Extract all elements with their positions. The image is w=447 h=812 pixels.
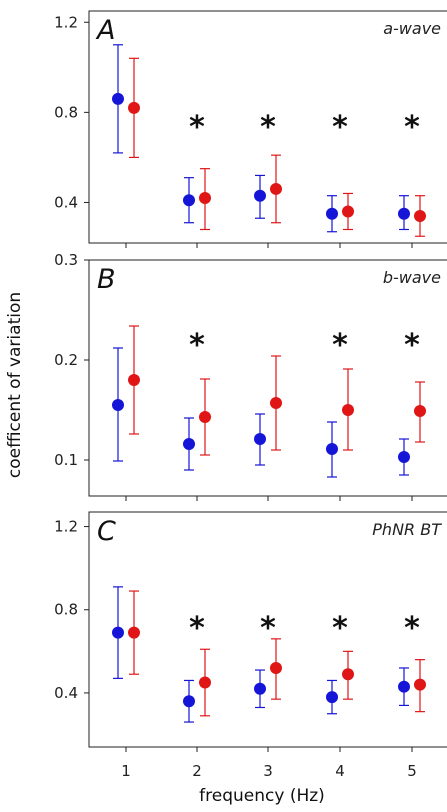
data-point-red: [270, 182, 282, 195]
data-point-red: [342, 404, 354, 416]
panel-b: 0.1 0.2 0.3 B b-wave * * *: [54, 251, 447, 501]
y-tick-label: 0.8: [54, 103, 78, 121]
y-tick-label: 0.3: [54, 251, 78, 269]
data-point-red: [128, 626, 140, 639]
panel-letter: A: [95, 15, 115, 46]
data-point-blue: [398, 451, 410, 463]
data-point-blue: [183, 695, 195, 708]
x-tick-label: 4: [335, 762, 345, 780]
data-point-blue: [183, 438, 195, 450]
data-point-red: [270, 661, 282, 674]
data-point-red: [342, 668, 354, 681]
panel-title: a-wave: [383, 19, 441, 38]
data-point-blue: [398, 207, 410, 220]
significance-star: *: [404, 328, 420, 363]
y-tick-label: 0.8: [54, 601, 78, 619]
significance-star: *: [189, 110, 205, 145]
significance-star: *: [404, 611, 420, 646]
data-point-blue: [112, 626, 124, 639]
significance-star: *: [404, 110, 420, 145]
data-point-red: [128, 101, 140, 114]
data-point-blue: [254, 189, 266, 202]
significance-star: *: [332, 611, 348, 646]
y-axis-title: coefficent of variation: [5, 292, 25, 478]
data-point-red: [199, 411, 211, 423]
data-point-red: [414, 209, 426, 222]
data-point-red: [414, 678, 426, 691]
data-point-blue: [326, 691, 338, 704]
x-tick-label: 3: [263, 762, 273, 780]
data-point-blue: [326, 443, 338, 455]
y-tick-label: 0.1: [54, 451, 78, 469]
significance-star: *: [260, 611, 276, 646]
significance-star: *: [189, 611, 205, 646]
significance-star: *: [260, 110, 276, 145]
significance-star: *: [332, 110, 348, 145]
x-tick-label: 1: [121, 762, 131, 780]
y-tick-label: 1.2: [54, 13, 78, 31]
data-point-blue: [326, 207, 338, 220]
data-point-red: [342, 205, 354, 218]
data-point-blue: [112, 92, 124, 105]
data-point-blue: [254, 433, 266, 445]
data-point-blue: [183, 194, 195, 207]
panel-c: 0.4 0.8 1.2 C PhNR BT * * * *: [54, 511, 447, 752]
y-tick-label: 0.4: [54, 193, 78, 211]
panel-frame: [88, 10, 447, 244]
panel-letter: C: [97, 516, 116, 547]
y-tick-label: 0.4: [54, 684, 78, 702]
y-tick-label: 1.2: [54, 518, 78, 536]
data-point-blue: [112, 399, 124, 411]
x-tick-labels: 1 2 3 4 5: [121, 762, 417, 780]
significance-star: *: [332, 328, 348, 363]
panel-frame: [88, 259, 447, 497]
panel-title: b-wave: [383, 268, 441, 287]
panel-title: PhNR BT: [372, 520, 442, 539]
data-point-red: [199, 676, 211, 689]
data-point-blue: [254, 682, 266, 695]
data-point-red: [270, 397, 282, 409]
data-point-blue: [398, 680, 410, 693]
data-point-red: [199, 191, 211, 204]
x-tick-label: 5: [407, 762, 417, 780]
panel-letter: B: [97, 264, 116, 295]
data-point-red: [414, 405, 426, 417]
x-tick-label: 2: [192, 762, 202, 780]
data-point-red: [128, 374, 140, 386]
significance-star: *: [189, 328, 205, 363]
panel-frame: [88, 511, 447, 748]
y-tick-label: 0.2: [54, 351, 78, 369]
x-axis-title: frequency (Hz): [199, 786, 325, 806]
